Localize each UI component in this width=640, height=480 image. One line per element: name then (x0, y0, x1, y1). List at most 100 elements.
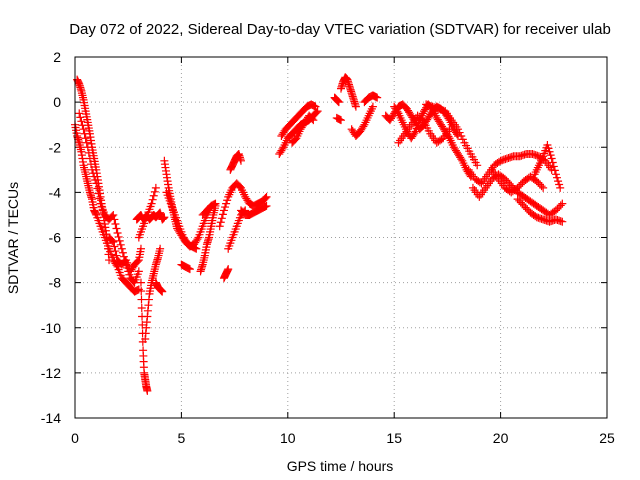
data-point (149, 191, 158, 200)
data-point (136, 278, 145, 287)
data-point (313, 107, 322, 116)
data-point (92, 179, 101, 188)
data-point (373, 93, 382, 102)
data-point (546, 151, 555, 160)
data-point (262, 192, 271, 201)
data-point (537, 182, 546, 191)
data-point (221, 203, 230, 212)
data-point (79, 125, 88, 134)
data-point (148, 195, 157, 204)
data-point (558, 199, 567, 208)
data-point (85, 154, 94, 163)
data-point (115, 236, 124, 245)
data-point (94, 189, 103, 198)
data-point (137, 287, 146, 296)
data-point (110, 215, 119, 224)
data-point (236, 156, 245, 165)
x-tick-label: 20 (493, 430, 509, 446)
data-point (89, 169, 98, 178)
data-point (80, 129, 89, 138)
y-tick-label: 0 (53, 94, 61, 110)
y-tick-label: -4 (49, 184, 62, 200)
data-point (156, 244, 165, 253)
data-point (551, 170, 560, 179)
data-point (90, 172, 99, 181)
data-point (77, 117, 86, 126)
grid-lines (75, 57, 607, 418)
data-point (549, 162, 558, 171)
data-point (224, 265, 233, 274)
data-point (455, 128, 464, 137)
data-point (109, 238, 118, 247)
data-point (262, 201, 271, 210)
x-tick-label: 25 (599, 430, 615, 446)
data-point (113, 228, 122, 237)
data-point (151, 183, 160, 192)
data-point (93, 184, 102, 193)
data-point (108, 236, 117, 245)
data-point (445, 125, 454, 134)
y-tick-label: -8 (49, 275, 62, 291)
data-point (112, 251, 121, 260)
data-point (111, 247, 120, 256)
data-point (218, 210, 227, 219)
data-point (368, 102, 377, 111)
data-point (351, 102, 360, 111)
data-point (311, 102, 320, 111)
data-point (548, 158, 557, 167)
data-point (185, 265, 194, 274)
data-point (215, 222, 224, 231)
data-point (117, 244, 126, 253)
data-point (111, 219, 120, 228)
data-point (308, 115, 317, 124)
data-point (539, 183, 548, 192)
data-point (95, 194, 104, 203)
x-tick-label: 10 (280, 430, 296, 446)
data-point (136, 244, 145, 253)
chart-title: Day 072 of 2022, Sidereal Day-to-day VTE… (69, 21, 611, 38)
y-tick-label: 2 (53, 49, 61, 65)
data-point (110, 242, 119, 251)
data-point (91, 175, 100, 184)
data-point (556, 183, 565, 192)
data-point (158, 287, 167, 296)
data-point (544, 144, 553, 153)
data-point (81, 134, 90, 143)
data-point (261, 194, 270, 203)
data-point (118, 248, 127, 257)
data-point (82, 138, 91, 147)
data-point (418, 116, 427, 125)
y-tick-label: -6 (49, 230, 62, 246)
data-point (219, 206, 228, 215)
data-point (222, 199, 231, 208)
data-point (105, 256, 114, 265)
data-point (150, 187, 159, 196)
x-tick-label: 15 (386, 430, 402, 446)
data-point (556, 201, 565, 210)
y-tick-labels: -14 -12 -10 -8 -6 -4 -2 0 2 (41, 49, 61, 426)
data-point (112, 224, 121, 233)
data-point (223, 196, 232, 205)
data-point (550, 166, 559, 175)
data-point (137, 304, 146, 313)
x-axis-label: GPS time / hours (287, 458, 394, 474)
x-tick-label: 5 (178, 430, 186, 446)
data-point (193, 235, 202, 244)
data-point (160, 213, 169, 222)
data-point (558, 217, 567, 226)
data-point (457, 131, 466, 140)
data-point (86, 160, 95, 169)
y-axis-label: SDTVAR / TECUs (5, 182, 21, 294)
data-point (84, 148, 93, 157)
data-point (473, 161, 482, 170)
data-point (192, 244, 201, 253)
data-point (554, 177, 563, 186)
data-point (552, 173, 561, 182)
data-point (88, 165, 97, 174)
x-tick-labels: 0 5 10 15 20 25 (71, 430, 615, 446)
data-point (337, 116, 345, 125)
x-tick-label: 0 (71, 430, 79, 446)
data-point (137, 295, 146, 304)
data-point (309, 116, 318, 125)
